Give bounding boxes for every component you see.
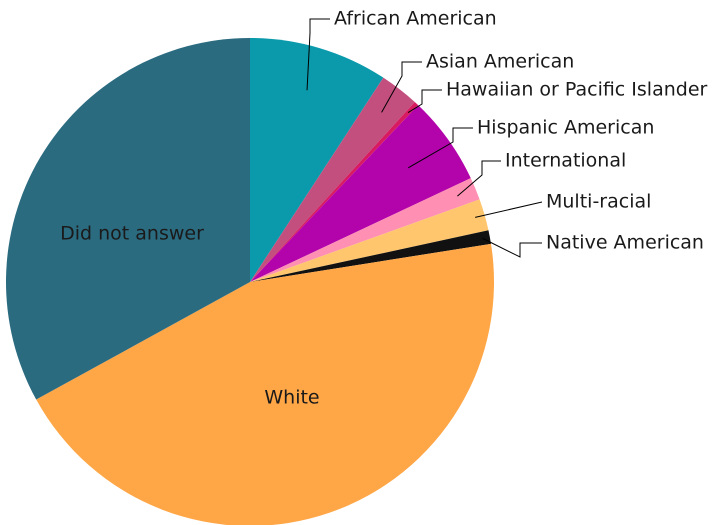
leader-line-african-american <box>306 18 330 91</box>
slice-label-hispanic-american: Hispanic American <box>477 117 654 139</box>
leader-line-international <box>457 160 501 197</box>
leader-line-hawaiian-or-pacific-islander <box>407 89 442 113</box>
pie-slice-multi-racial <box>250 199 489 282</box>
pie-slice-native-american <box>250 230 491 282</box>
slice-label-native-american: Native American <box>546 232 704 254</box>
slice-label-african-american: African American <box>334 8 497 30</box>
slice-label-did-not-answer: Did not answer <box>60 223 204 245</box>
pie-slice-did-not-answer <box>6 38 250 400</box>
pie-slice-asian-american <box>250 77 415 282</box>
slice-label-asian-american: Asian American <box>426 51 574 73</box>
slice-labels: African American Asian American Hawaiian o… <box>60 8 707 409</box>
slice-label-multi-racial: Multi-racial <box>546 191 651 213</box>
pie-slice-hawaiian-or-pacific-islander <box>250 102 419 282</box>
pie-slice-international <box>250 178 480 282</box>
leader-line-asian-american <box>381 61 422 113</box>
leader-lines <box>306 18 543 258</box>
leader-line-native-american <box>482 237 542 258</box>
leader-line-hispanic-american <box>408 127 473 169</box>
pie-slices <box>6 38 494 525</box>
pie-slice-african-american <box>250 38 384 282</box>
slice-label-hawaiian-or-pacific-islander: Hawaiian or Pacific Islander <box>446 79 708 101</box>
leader-line-multi-racial <box>475 201 543 218</box>
pie-slice-white <box>36 243 494 525</box>
pie-slice-hispanic-american <box>250 105 471 283</box>
slice-label-white: White <box>264 387 319 409</box>
slice-label-international: International <box>505 150 626 172</box>
